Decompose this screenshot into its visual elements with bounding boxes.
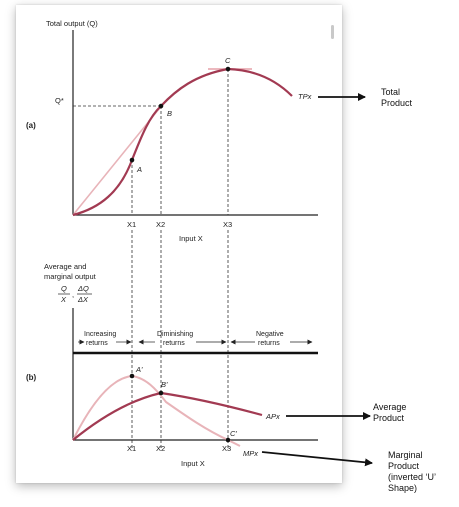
mp-curve (72, 374, 241, 447)
frac-dq: ΔQ (77, 284, 89, 293)
frac-x: X (60, 295, 67, 304)
tp-curve-label: TPx (298, 92, 312, 101)
panel-b-label: (b) (26, 373, 37, 382)
panel-b-x-axis-label: Input X (181, 459, 205, 468)
panel-a-y-axis-label: Total output (Q) (46, 19, 98, 28)
marginal-product-label-3: (inverted ‘U’ (388, 472, 436, 482)
ap-curve-label: APx (265, 412, 280, 421)
point-a (129, 157, 135, 163)
point-b-prime (158, 390, 164, 396)
panel-b-y-axis-label-1: Average and (44, 262, 86, 271)
panel-b-tick-x2: X2 (156, 444, 165, 453)
stage-diminishing-line2: returns (163, 340, 185, 347)
page-mark (331, 25, 334, 39)
stage-increasing-line1: Increasing (84, 331, 116, 338)
point-a-prime (129, 373, 135, 379)
stage-increasing-line2: returns (86, 340, 108, 347)
point-a-label: A (136, 165, 142, 174)
point-b (158, 103, 164, 109)
point-c-prime-label: C' (230, 429, 237, 438)
point-b-prime-label: B' (161, 380, 168, 389)
frac-comma: , (72, 290, 74, 299)
marginal-product-arrow (261, 451, 373, 467)
point-c (225, 66, 231, 72)
stage-negative-line1: Negative (256, 331, 284, 338)
panel-a: (a) Total output (Q) Q* A B C (26, 19, 318, 243)
annotations: Total Product Average Product Marginal P… (261, 87, 436, 493)
marginal-product-label-1: Marginal (388, 450, 423, 460)
point-b-label: B (167, 109, 172, 118)
total-product-label-2: Product (381, 98, 413, 108)
stage-diminishing-line1: Diminishing (157, 331, 193, 338)
average-product-label-1: Average (373, 402, 406, 412)
panel-b: (b) Average and marginal output Q X , ΔQ… (26, 262, 318, 468)
q-star-label: Q* (55, 96, 64, 105)
marginal-product-label-2: Product (388, 461, 420, 471)
panel-a-tick-x1: X1 (127, 220, 136, 229)
point-c-label: C (225, 56, 231, 65)
panel-b-tick-x3: X3 (222, 444, 231, 453)
panel-a-x-axis-label: Input X (179, 234, 203, 243)
frac-dx: ΔX (77, 295, 89, 304)
point-c-prime (225, 437, 231, 443)
frac-q: Q (61, 284, 67, 293)
mp-curve-label: MPx (243, 449, 258, 458)
average-product-label-2: Product (373, 413, 405, 423)
panel-b-y-axis-label-2: marginal output (44, 272, 97, 281)
panel-a-tick-x3: X3 (223, 220, 232, 229)
stage-negative-line2: returns (258, 340, 280, 347)
tp-curve (72, 67, 293, 217)
total-product-label-1: Total (381, 87, 400, 97)
panel-a-label: (a) (26, 121, 36, 130)
panel-a-tick-x2: X2 (156, 220, 165, 229)
point-a-prime-label: A' (135, 365, 143, 374)
panel-b-tick-x1: X1 (127, 444, 136, 453)
marginal-product-label-4: Shape) (388, 483, 417, 493)
textbook-page (16, 5, 342, 483)
